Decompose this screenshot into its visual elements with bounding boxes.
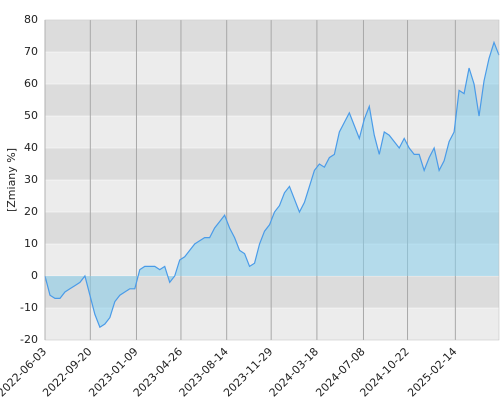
y-tick-label: 70 xyxy=(24,45,38,58)
y-tick-label: 80 xyxy=(24,13,38,26)
area-fill xyxy=(45,42,499,328)
y-tick-label: 40 xyxy=(24,141,38,154)
y-tick-label: 20 xyxy=(24,205,38,218)
grid-band xyxy=(45,20,499,52)
y-tick-label: 0 xyxy=(31,269,38,282)
y-axis-title: [Zmiany %] xyxy=(5,148,18,212)
y-tick-label: 30 xyxy=(24,173,38,186)
y-tick-label: 60 xyxy=(24,77,38,90)
grid-band xyxy=(45,308,499,340)
x-tick-label: 2025-02-14 xyxy=(405,345,459,399)
plot-border xyxy=(44,19,500,341)
y-tick-label: -20 xyxy=(20,333,38,346)
grid-band xyxy=(45,52,499,84)
y-tick-label: -10 xyxy=(20,301,38,314)
grid-band xyxy=(45,84,499,116)
y-tick-label: 10 xyxy=(24,237,38,250)
grid-band xyxy=(45,116,499,148)
y-tick-label: 50 xyxy=(24,109,38,122)
data-line xyxy=(44,40,500,329)
